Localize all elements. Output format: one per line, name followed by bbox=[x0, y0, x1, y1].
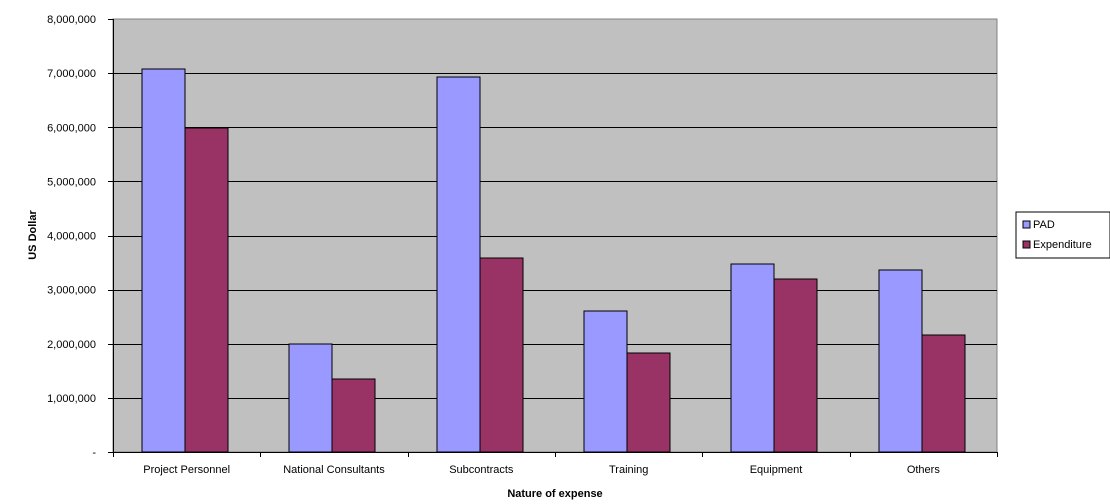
bar-pad-project-personnel bbox=[141, 68, 186, 453]
y-tick-label: 4,000,000 bbox=[47, 231, 96, 243]
legend-label-pad: PAD bbox=[1033, 219, 1055, 231]
y-tick-label: 1,000,000 bbox=[47, 393, 96, 405]
bar-pad-equipment bbox=[730, 263, 775, 453]
x-axis-title: Nature of expense bbox=[507, 488, 602, 500]
legend-box bbox=[1015, 211, 1110, 259]
bar-pad-others bbox=[878, 269, 923, 453]
y-tick-label: 6,000,000 bbox=[47, 122, 96, 134]
bar-expenditure-national-consultants bbox=[331, 378, 376, 453]
bar-expenditure-project-personnel bbox=[184, 127, 229, 453]
bar-pad-training bbox=[583, 310, 628, 453]
y-tick-label: 3,000,000 bbox=[47, 285, 96, 297]
x-tick-label: National Consultants bbox=[283, 464, 385, 476]
plot-area bbox=[112, 18, 998, 453]
legend-swatch-expenditure bbox=[1022, 240, 1031, 249]
x-tick-labels: Project Personnel National Consultants Sub… bbox=[143, 464, 940, 476]
bar-pad-national-consultants bbox=[288, 343, 333, 453]
y-tick-label: 2,000,000 bbox=[47, 339, 96, 351]
gridlines bbox=[113, 73, 997, 399]
y-tick-label: 7,000,000 bbox=[47, 68, 96, 80]
bar-expenditure-equipment bbox=[773, 278, 818, 453]
y-tick-labels: - 1,000,000 2,000,000 3,000,000 4,000,000 5,0… bbox=[47, 14, 96, 459]
y-tick-label: - bbox=[92, 447, 96, 459]
y-axis-title: US Dollar bbox=[27, 210, 39, 260]
legend: PAD Expenditure bbox=[1015, 211, 1110, 259]
x-tick-label: Subcontracts bbox=[449, 464, 514, 476]
bar-expenditure-subcontracts bbox=[479, 257, 524, 453]
bars bbox=[141, 68, 966, 453]
x-tick-label: Equipment bbox=[750, 464, 803, 476]
x-tick-label: Others bbox=[907, 464, 941, 476]
legend-label-expenditure: Expenditure bbox=[1033, 239, 1092, 251]
y-tick-label: 5,000,000 bbox=[47, 176, 96, 188]
axes bbox=[108, 19, 998, 457]
x-tick-label: Project Personnel bbox=[143, 464, 230, 476]
y-tick-label: 8,000,000 bbox=[47, 14, 96, 26]
bar-pad-subcontracts bbox=[436, 76, 481, 453]
bar-expenditure-training bbox=[626, 352, 671, 453]
x-tick-label: Training bbox=[609, 464, 648, 476]
bar-expenditure-others bbox=[921, 334, 966, 453]
legend-swatch-pad bbox=[1022, 220, 1031, 229]
